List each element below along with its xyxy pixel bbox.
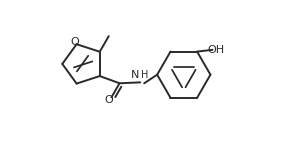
Text: O: O [70,37,79,47]
Text: H: H [141,70,149,80]
Text: OH: OH [207,45,224,55]
Text: O: O [104,95,113,105]
Text: N: N [131,70,139,80]
